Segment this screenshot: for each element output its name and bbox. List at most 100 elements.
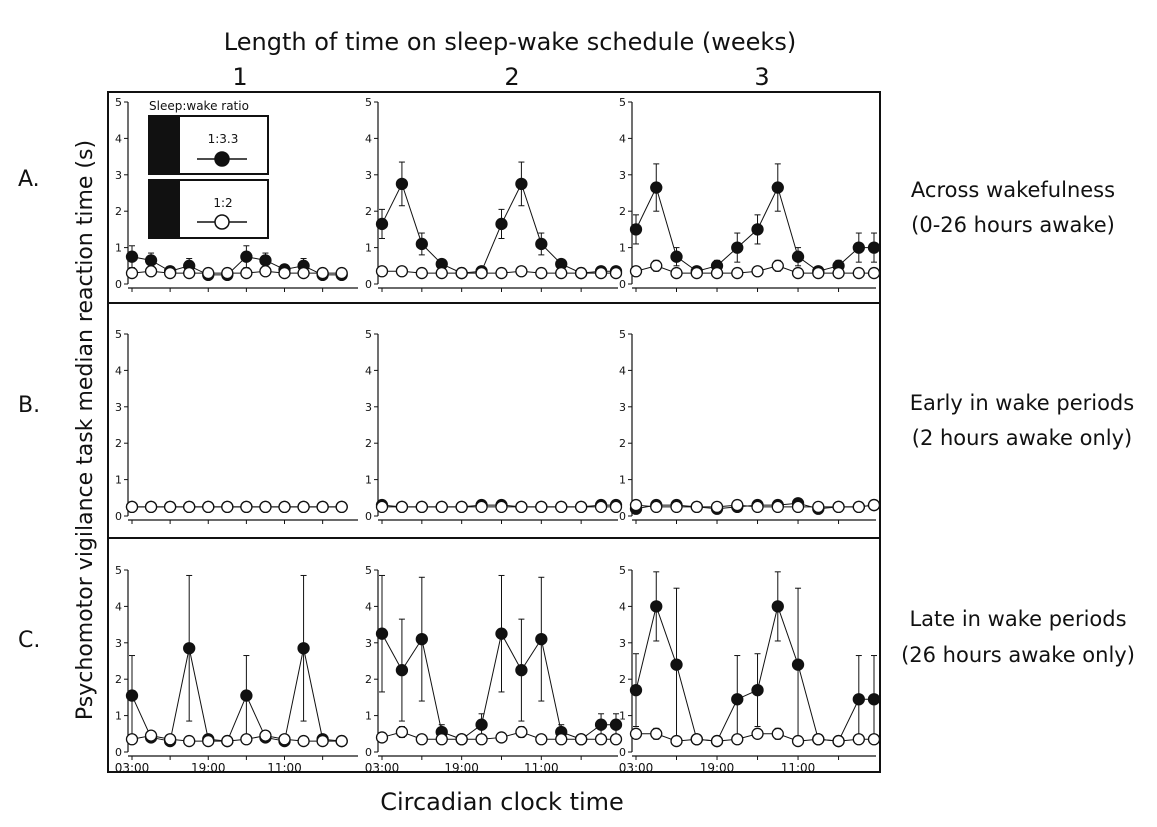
open-circle-marker [791, 266, 805, 280]
open-circle-marker [375, 265, 389, 278]
open-circle-marker [221, 500, 234, 514]
filled-circle-marker [751, 223, 764, 236]
open-circle-marker [183, 500, 196, 514]
y-tick-label: 1 [115, 710, 122, 723]
open-circle-marker [316, 266, 329, 280]
filled-circle-marker [183, 642, 196, 655]
open-circle-marker [395, 500, 409, 514]
open-circle-marker [455, 500, 468, 514]
filled-circle-marker [515, 663, 528, 677]
y-tick-label: 5 [365, 328, 372, 341]
filled-circle-marker [867, 693, 881, 706]
open-circle-marker [650, 727, 663, 740]
x-tick-label: 19:00 [700, 761, 735, 775]
y-tick-label: 2 [619, 673, 626, 686]
open-circle-marker [555, 733, 568, 746]
series-1-3-3-line [381, 632, 616, 740]
row-c-description-line-2: (26 hours awake only) [901, 643, 1135, 667]
filled-circle-marker [495, 627, 508, 640]
open-circle-marker [221, 734, 234, 748]
panel-c-week-1: 0 1 2 3 4 5 03:00 19:00 11:00 [115, 564, 358, 775]
panel-a-week-2: 0 1 2 3 4 5 [365, 96, 623, 292]
open-circle-marker [594, 733, 608, 746]
y-tick-label: 0 [365, 278, 372, 291]
y-tick-label: 5 [619, 328, 626, 341]
y-tick-label: 5 [115, 564, 122, 577]
y-tick-label: 0 [115, 746, 122, 759]
open-circle-marker [163, 733, 177, 746]
y-tick-label: 2 [365, 673, 372, 686]
open-circle-marker [415, 266, 428, 280]
open-circle-marker [852, 500, 865, 514]
open-circle-marker [771, 259, 784, 272]
filled-circle-marker [535, 633, 548, 646]
filled-circle-marker [125, 689, 139, 702]
y-tick-label: 5 [365, 96, 372, 109]
open-circle-marker [690, 733, 703, 746]
y-tick-label: 1 [115, 242, 122, 255]
open-circle-marker [812, 733, 825, 746]
filled-circle-marker [375, 217, 389, 231]
filled-circle-marker [594, 718, 608, 731]
y-tick-label: 5 [619, 96, 626, 109]
y-tick-label: 2 [365, 437, 372, 450]
open-circle-marker [751, 265, 764, 278]
filled-circle-marker [395, 177, 409, 191]
filled-circle-marker [535, 237, 548, 251]
figure-frame [107, 91, 881, 773]
filled-circle-marker [144, 254, 158, 267]
row-label-c: C. [18, 628, 40, 653]
y-tick-label: 1 [619, 710, 626, 723]
y-tick-label: 3 [619, 169, 626, 182]
open-circle-marker [297, 500, 310, 514]
open-circle-marker [335, 266, 348, 280]
open-circle-marker [183, 734, 196, 748]
open-circle-marker [832, 734, 845, 748]
open-circle-marker [259, 729, 272, 742]
filled-circle-marker [629, 223, 643, 236]
y-tick-label: 3 [115, 169, 122, 182]
y-tick-label: 0 [619, 746, 626, 759]
open-circle-marker [629, 265, 643, 278]
row-label-a: A. [18, 167, 40, 192]
open-circle-marker [629, 727, 643, 740]
filled-circle-marker [670, 658, 683, 671]
open-circle-marker [475, 266, 488, 280]
filled-circle-marker [771, 181, 784, 194]
open-circle-marker [852, 733, 865, 746]
filled-circle-marker [731, 693, 744, 706]
open-circle-marker [832, 266, 845, 280]
open-circle-marker [395, 725, 409, 739]
open-circle-marker [297, 266, 310, 280]
open-circle-marker [791, 734, 805, 748]
open-circle-marker [435, 500, 448, 514]
open-circle-marker [375, 731, 389, 744]
y-tick-label: 3 [115, 637, 122, 650]
open-circle-marker [297, 734, 310, 748]
open-circle-marker [832, 500, 845, 514]
x-tick-label: 11:00 [267, 761, 302, 775]
open-circle-marker [125, 733, 139, 746]
open-circle-marker [574, 500, 588, 514]
y-tick-label: 3 [365, 169, 372, 182]
y-axis-label: Psychomotor vigilance task median reacti… [73, 140, 98, 720]
filled-circle-marker [297, 642, 310, 655]
x-tick-label: 03:00 [619, 761, 654, 775]
open-circle-marker [240, 266, 253, 280]
open-circle-marker [515, 500, 528, 514]
y-tick-label: 3 [365, 401, 372, 414]
open-circle-marker [515, 265, 528, 278]
x-tick-label: 11:00 [781, 761, 816, 775]
filled-circle-marker [259, 254, 272, 267]
open-circle-marker [515, 725, 528, 739]
open-circle-marker [690, 266, 703, 280]
open-circle-marker [415, 733, 428, 746]
open-circle-marker [731, 498, 744, 512]
legend-bar-1 [149, 116, 180, 174]
y-tick-label: 1 [619, 474, 626, 487]
filled-circle-marker [395, 663, 409, 677]
open-circle-marker [710, 734, 724, 748]
row-a-description-line-1: Across wakefulness [911, 178, 1115, 202]
y-tick-label: 4 [365, 364, 372, 377]
open-circle-marker [335, 734, 348, 748]
